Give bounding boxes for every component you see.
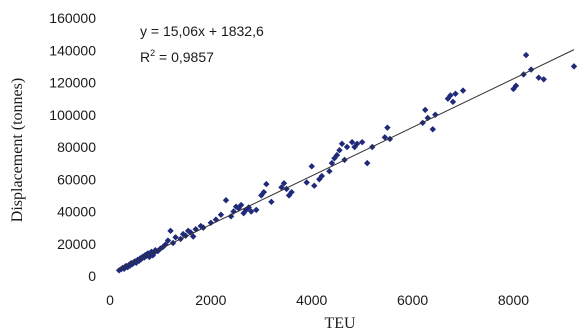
data-point (230, 208, 237, 215)
data-point (358, 138, 366, 146)
data-point (348, 138, 356, 146)
y-tick-label: 20000 (57, 236, 96, 252)
data-point (449, 98, 457, 106)
x-tick-label: 8000 (498, 292, 529, 308)
data-point (540, 76, 547, 83)
data-point (326, 167, 333, 175)
data-point (333, 151, 341, 159)
data-point (162, 241, 169, 248)
data-point (422, 106, 429, 114)
data-point (260, 188, 268, 196)
data-point (227, 213, 235, 220)
y-tick-label: 80000 (57, 139, 96, 155)
data-point (429, 126, 436, 133)
r-squared-label: R2 = 0,9857 (140, 48, 214, 65)
data-point (138, 255, 145, 263)
data-point (328, 159, 336, 167)
trendline-equation: y = 15,06x + 1832,6 (140, 23, 264, 39)
y-tick-label: 160000 (49, 10, 96, 26)
x-axis-title: TEU (324, 315, 356, 332)
data-point (222, 197, 230, 204)
data-point (447, 92, 454, 99)
data-point (512, 82, 520, 89)
data-point (535, 74, 542, 81)
x-axis: 0 2000 4000 6000 8000 (106, 292, 529, 308)
data-point (280, 180, 288, 187)
data-point (364, 159, 371, 167)
data-point (237, 201, 245, 209)
data-point (207, 219, 215, 226)
data-points (115, 51, 578, 274)
data-point (172, 234, 179, 241)
data-point (336, 147, 343, 154)
y-axis: 0 20000 40000 60000 80000 100000 120000 140000 1… (49, 10, 96, 284)
y-tick-label: 0 (88, 268, 96, 284)
data-point (245, 204, 252, 211)
data-point (432, 111, 439, 118)
x-tick-label: 4000 (296, 292, 327, 308)
x-tick-label: 0 (106, 292, 114, 308)
trendline (117, 49, 575, 270)
data-point (384, 124, 391, 131)
data-point (129, 260, 136, 268)
data-point (167, 227, 174, 235)
y-tick-label: 120000 (49, 75, 96, 91)
data-point (459, 87, 467, 94)
data-point (452, 90, 459, 97)
data-point (308, 163, 315, 170)
data-point (217, 211, 225, 218)
data-point (522, 51, 530, 59)
y-tick-label: 100000 (49, 107, 96, 123)
data-point (527, 66, 535, 73)
y-tick-label: 140000 (49, 42, 96, 58)
data-point (248, 208, 255, 215)
y-axis-title: Displacement (tonnes) (9, 78, 26, 222)
data-point (190, 233, 197, 240)
data-point (311, 182, 318, 189)
data-point (268, 198, 275, 206)
data-point (288, 188, 295, 196)
x-tick-label: 2000 (195, 292, 226, 308)
data-point (164, 237, 172, 244)
data-point (318, 172, 326, 180)
data-point (353, 140, 361, 147)
data-point (338, 140, 346, 147)
data-point (278, 184, 285, 191)
data-point (343, 143, 351, 151)
y-tick-label: 60000 (57, 171, 96, 187)
data-point (187, 229, 194, 236)
data-point (253, 206, 260, 214)
data-point (263, 180, 270, 188)
y-tick-label: 40000 (57, 204, 96, 220)
x-tick-label: 6000 (397, 292, 428, 308)
data-point (381, 134, 389, 141)
data-point (570, 63, 578, 70)
data-point (303, 179, 310, 186)
